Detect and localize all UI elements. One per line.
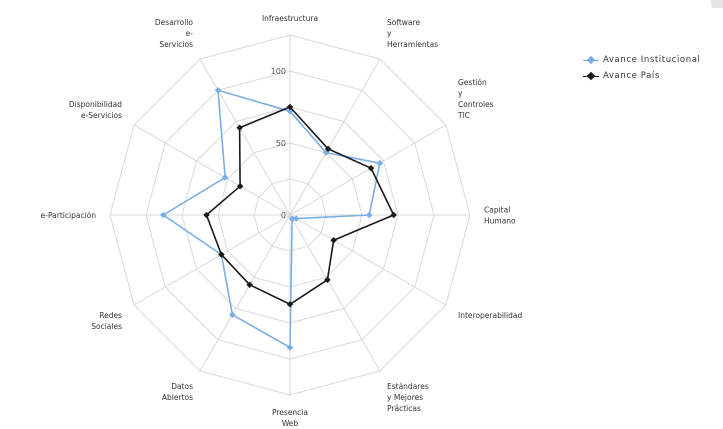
axis-label: Disponibilidad e-Servicios: [69, 100, 122, 120]
radar-axis-labels: Infraestructura Software y Herramientas Gest…: [41, 14, 523, 428]
series-point-0[interactable]: [365, 211, 373, 219]
legend-item-pais[interactable]: Avance País: [583, 68, 700, 84]
series-point-1[interactable]: [236, 124, 243, 132]
series-point-1[interactable]: [367, 164, 375, 172]
axis-label: Estándares y Mejores Prácticas: [387, 382, 429, 413]
series-point-0[interactable]: [159, 211, 167, 219]
series-point-1[interactable]: [324, 276, 331, 284]
axis-label: Infraestructura: [262, 14, 318, 23]
grid-spoke: [289, 214, 381, 372]
legend-swatch-pais: [583, 71, 599, 81]
series-point-1[interactable]: [203, 211, 210, 219]
grid-spoke: [199, 58, 291, 216]
axis-label: Gestión y Controles TIC: [457, 78, 494, 120]
radar-spokes: [110, 35, 470, 395]
axis-label: Datos Abiertos: [162, 382, 193, 402]
series-line-0: [162, 89, 381, 349]
grid-spoke: [289, 214, 447, 306]
series-point-1[interactable]: [246, 281, 254, 289]
legend-swatch-institucional: [583, 55, 599, 65]
series-point-1[interactable]: [218, 251, 225, 258]
tick-label-0: 0: [281, 211, 286, 220]
axis-label: Interoperabilidad: [458, 311, 522, 320]
series-point-0[interactable]: [376, 159, 384, 167]
tick-label-50: 50: [276, 139, 286, 148]
axis-label: Capital Humano: [484, 206, 516, 226]
radar-series: [159, 86, 398, 351]
series-point-0[interactable]: [286, 344, 294, 351]
grid-spoke: [289, 124, 447, 216]
axis-label: Presencia Web: [272, 408, 308, 428]
tick-label-100: 100: [271, 67, 286, 76]
series-point-0[interactable]: [221, 174, 229, 181]
series-point-0[interactable]: [229, 311, 236, 319]
legend-label-institucional: Avance Institucional: [603, 55, 701, 65]
grid-spoke: [289, 58, 381, 216]
series-point-1[interactable]: [390, 211, 398, 219]
series-point-1[interactable]: [324, 145, 332, 153]
axis-label: Desarrollo e-Servicios: [155, 18, 194, 49]
radar-tick-labels: 0 50 100: [271, 67, 286, 220]
series-point-0[interactable]: [288, 215, 296, 223]
grid-spoke: [199, 214, 291, 372]
series-point-1[interactable]: [286, 300, 294, 308]
window-corner-decoration: [711, 0, 723, 8]
axis-label: Software y Herramientas: [387, 18, 438, 49]
grid-spoke: [133, 124, 291, 216]
series-point-1[interactable]: [330, 236, 338, 244]
series-point-1[interactable]: [236, 182, 244, 190]
legend-label-pais: Avance País: [603, 71, 660, 81]
series-line-1: [205, 106, 395, 306]
series-point-0[interactable]: [214, 86, 222, 94]
axis-label: Redes Sociales: [91, 311, 122, 331]
axis-label: e-Participación: [41, 211, 97, 220]
series-point-1[interactable]: [286, 103, 294, 111]
grid-spoke: [133, 214, 291, 306]
legend-item-institucional[interactable]: Avance Institucional: [583, 52, 700, 68]
chart-legend: Avance Institucional Avance País: [583, 52, 700, 84]
